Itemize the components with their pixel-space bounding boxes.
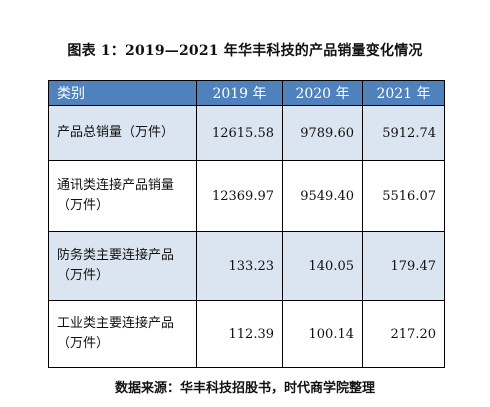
cell-2020: 9789.60 xyxy=(282,105,363,161)
table-row: 工业类主要连接产品 （万件） 112.39 100.14 217.20 xyxy=(48,300,445,368)
cell-2021: 5912.74 xyxy=(362,105,445,161)
cell-2020: 9549.40 xyxy=(282,160,363,232)
row-label-line1: 通讯类连接产品销量 xyxy=(57,178,175,193)
cell-2021: 5516.07 xyxy=(362,160,445,232)
cell-2019: 12615.58 xyxy=(196,105,283,161)
row-label: 工业类主要连接产品 （万件） xyxy=(48,300,197,368)
table-row: 产品总销量（万件） 12615.58 9789.60 5912.74 xyxy=(48,105,445,161)
sales-table: 类别 2019 年 2020 年 2021 年 产品总销量（万件） 12615.… xyxy=(48,80,445,368)
header-2020: 2020 年 xyxy=(282,80,363,106)
row-label: 通讯类连接产品销量 （万件） xyxy=(48,160,197,232)
row-label-line2: （万件） xyxy=(57,198,110,213)
row-label-line2: （万件） xyxy=(57,336,110,351)
row-label-line2: （万件） xyxy=(57,268,110,283)
header-category: 类别 xyxy=(48,80,197,106)
cell-2021: 217.20 xyxy=(362,300,445,368)
table-title: 图表 1：2019—2021 年华丰科技的产品销量变化情况 xyxy=(67,43,423,59)
header-2021: 2021 年 xyxy=(362,80,445,106)
cell-2019: 112.39 xyxy=(196,300,283,368)
cell-2020: 140.05 xyxy=(282,231,363,301)
row-label: 防务类主要连接产品 （万件） xyxy=(48,231,197,301)
cell-2021: 179.47 xyxy=(362,231,445,301)
row-label-line1: 产品总销量（万件） xyxy=(57,125,175,140)
header-2019: 2019 年 xyxy=(196,80,283,106)
row-label: 产品总销量（万件） xyxy=(48,105,197,161)
table-row: 通讯类连接产品销量 （万件） 12369.97 9549.40 5516.07 xyxy=(48,160,445,232)
table-header-row: 类别 2019 年 2020 年 2021 年 xyxy=(48,80,445,106)
cell-2019: 12369.97 xyxy=(196,160,283,232)
cell-2020: 100.14 xyxy=(282,300,363,368)
table-row: 防务类主要连接产品 （万件） 133.23 140.05 179.47 xyxy=(48,231,445,301)
data-source-note: 数据来源：华丰科技招股书，时代商学院整理 xyxy=(114,381,375,396)
row-label-line1: 防务类主要连接产品 xyxy=(57,248,175,263)
cell-2019: 133.23 xyxy=(196,231,283,301)
row-label-line1: 工业类主要连接产品 xyxy=(57,316,175,331)
